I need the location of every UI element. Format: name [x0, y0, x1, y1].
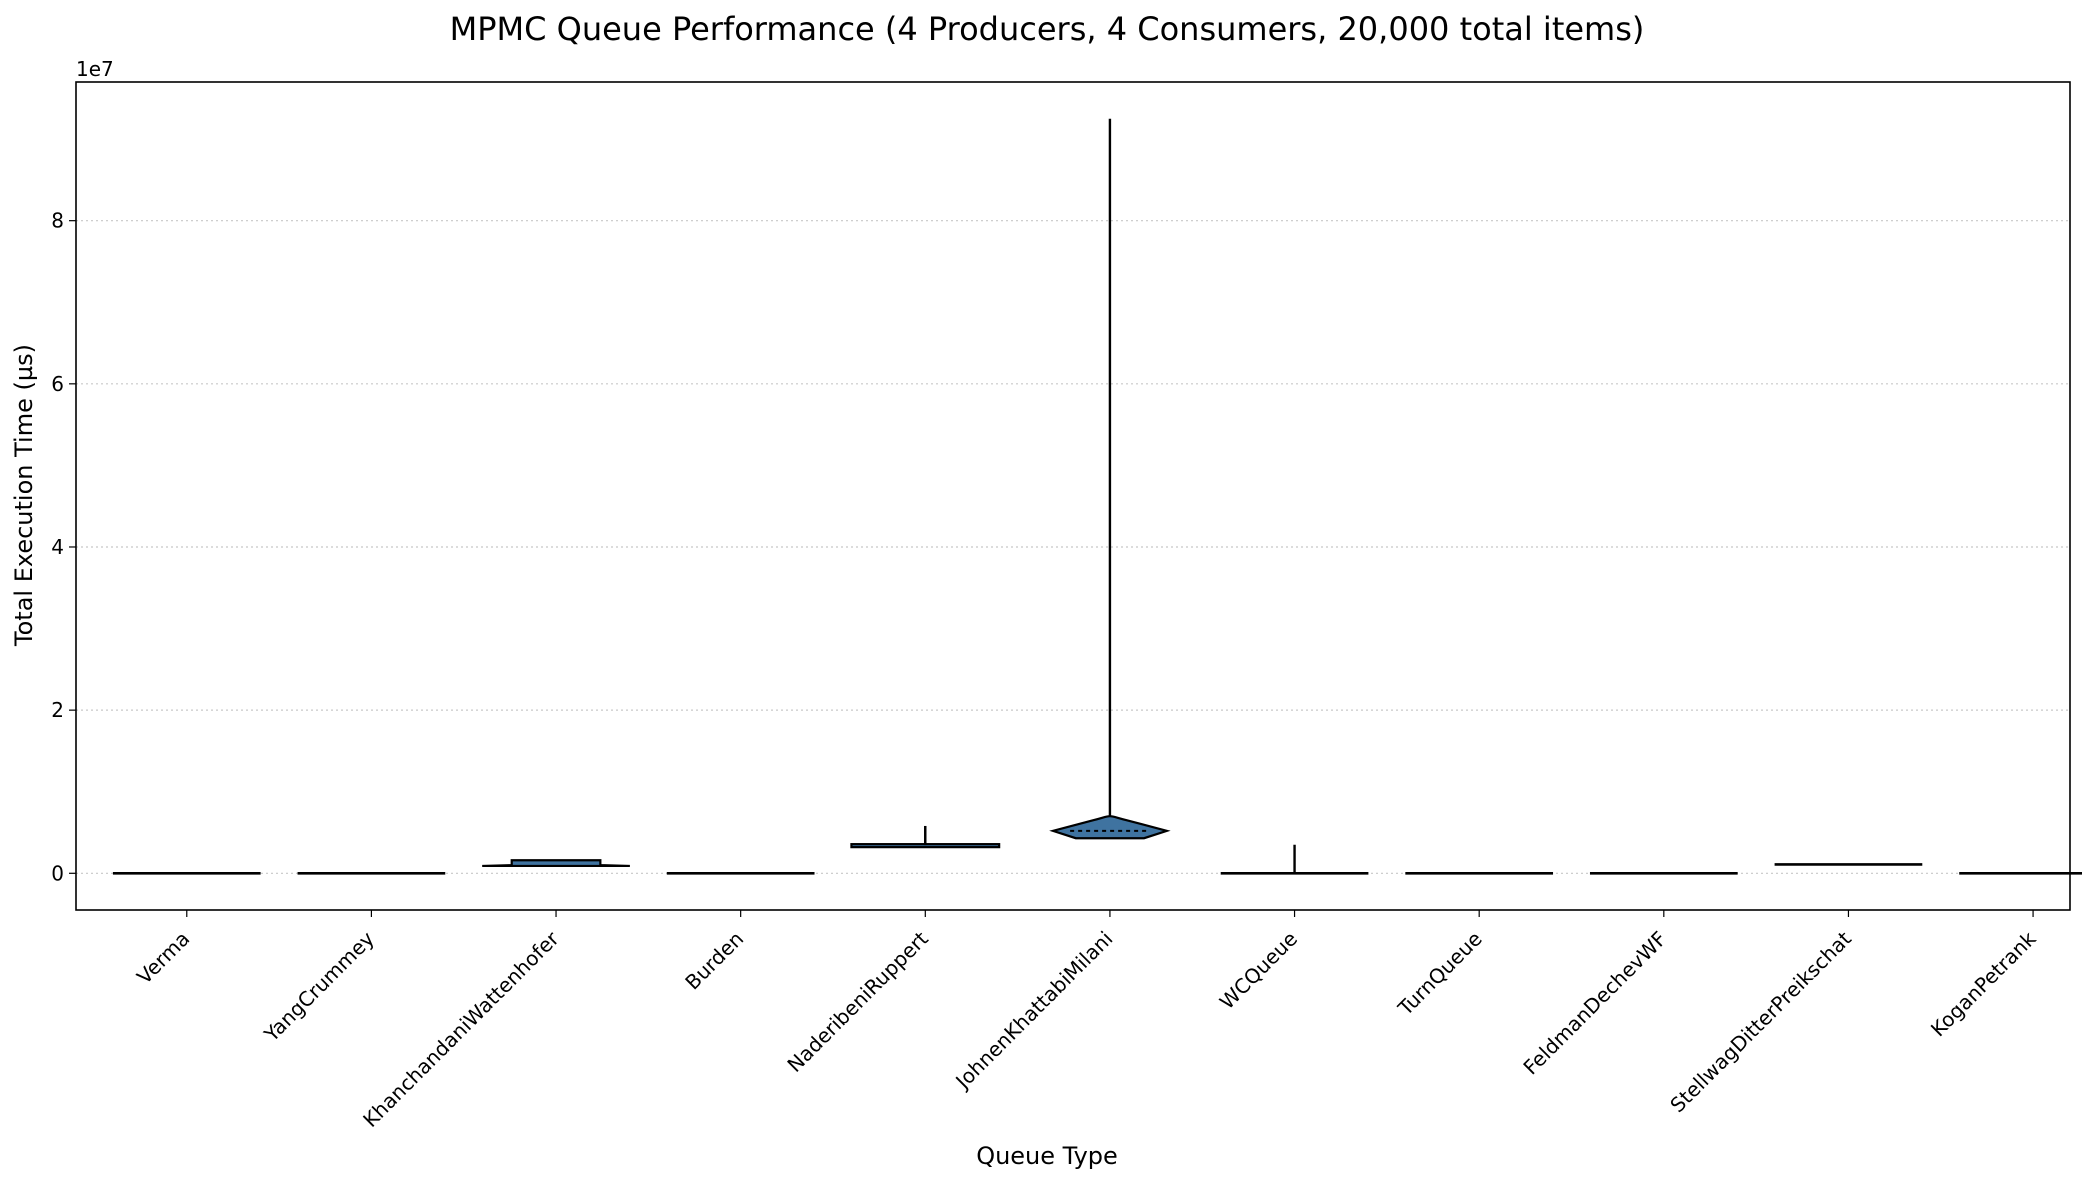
x-axis-label: Queue Type [976, 1142, 1118, 1170]
y-tick-label: 0 [51, 861, 64, 885]
y-tick-label: 8 [51, 209, 64, 233]
axes [69, 81, 2071, 917]
chart-title: MPMC Queue Performance (4 Producers, 4 C… [450, 10, 1645, 48]
violin-group [1049, 118, 1171, 840]
y-axis-label: Total Execution Time (µs) [10, 344, 38, 647]
plot-frame [75, 81, 2071, 911]
y-tick-label: 4 [51, 535, 64, 559]
y-tick-label: 2 [51, 698, 64, 722]
violin-group [482, 859, 630, 868]
violin-body [482, 859, 630, 868]
y-axis-offset-label: 1e7 [76, 57, 114, 81]
violin-body [1049, 815, 1171, 840]
violins [112, 118, 2082, 875]
y-tick-label: 6 [51, 372, 64, 396]
violin-group [1220, 844, 1369, 875]
violin-group [850, 825, 1001, 849]
